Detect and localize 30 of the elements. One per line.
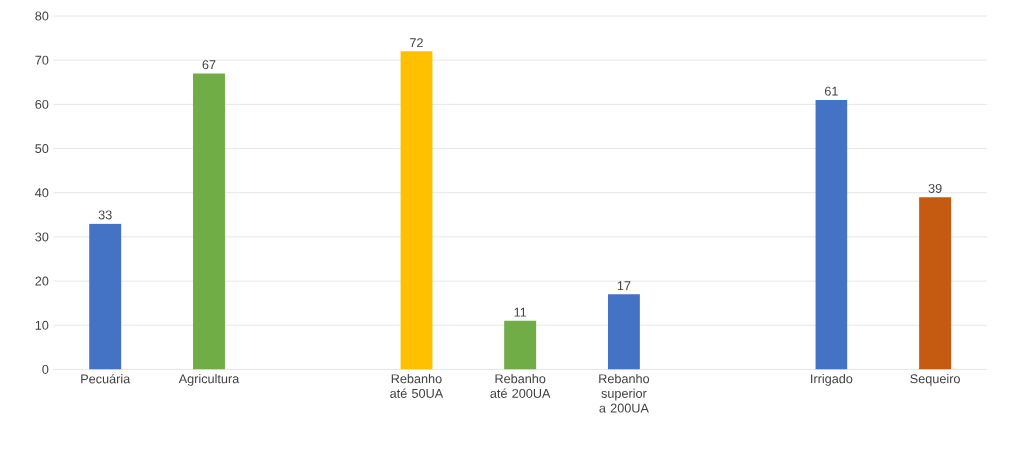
bar bbox=[607, 294, 640, 370]
bar bbox=[815, 99, 848, 370]
data-label: 33 bbox=[98, 210, 112, 220]
bar bbox=[919, 197, 952, 370]
x-tick-label: Pecuária bbox=[81, 373, 131, 384]
x-tick-label: Agricultura bbox=[178, 373, 240, 386]
x-tick-label: Irrigado bbox=[811, 373, 853, 386]
data-label: 39 bbox=[928, 183, 942, 193]
x-tick-label: Rebanho até 50UA bbox=[390, 373, 444, 398]
y-tick-label: 40 bbox=[35, 188, 49, 198]
x-tick-label: Rebanho até 200UA bbox=[490, 373, 551, 398]
bar bbox=[89, 223, 122, 370]
data-label: 11 bbox=[514, 307, 527, 317]
bar bbox=[400, 51, 433, 370]
y-tick-label: 10 bbox=[35, 320, 49, 330]
bar bbox=[192, 73, 225, 370]
y-tick-label: 70 bbox=[35, 55, 49, 65]
data-label: 67 bbox=[202, 60, 216, 70]
x-tick-label: Sequeiro bbox=[910, 373, 960, 386]
y-tick-label: 50 bbox=[35, 144, 49, 153]
data-label: 17 bbox=[617, 281, 631, 291]
y-tick-label: 30 bbox=[35, 232, 49, 242]
data-label: 72 bbox=[410, 38, 423, 48]
x-tick-label: Rebanho superior a 200UA bbox=[599, 373, 650, 413]
y-tick-label: 80 bbox=[35, 11, 49, 21]
data-label: 61 bbox=[824, 86, 838, 96]
y-tick-label: 60 bbox=[35, 99, 49, 109]
y-tick-label: 20 bbox=[35, 276, 49, 286]
bar bbox=[504, 320, 537, 370]
y-tick-label: 0 bbox=[42, 364, 49, 374]
